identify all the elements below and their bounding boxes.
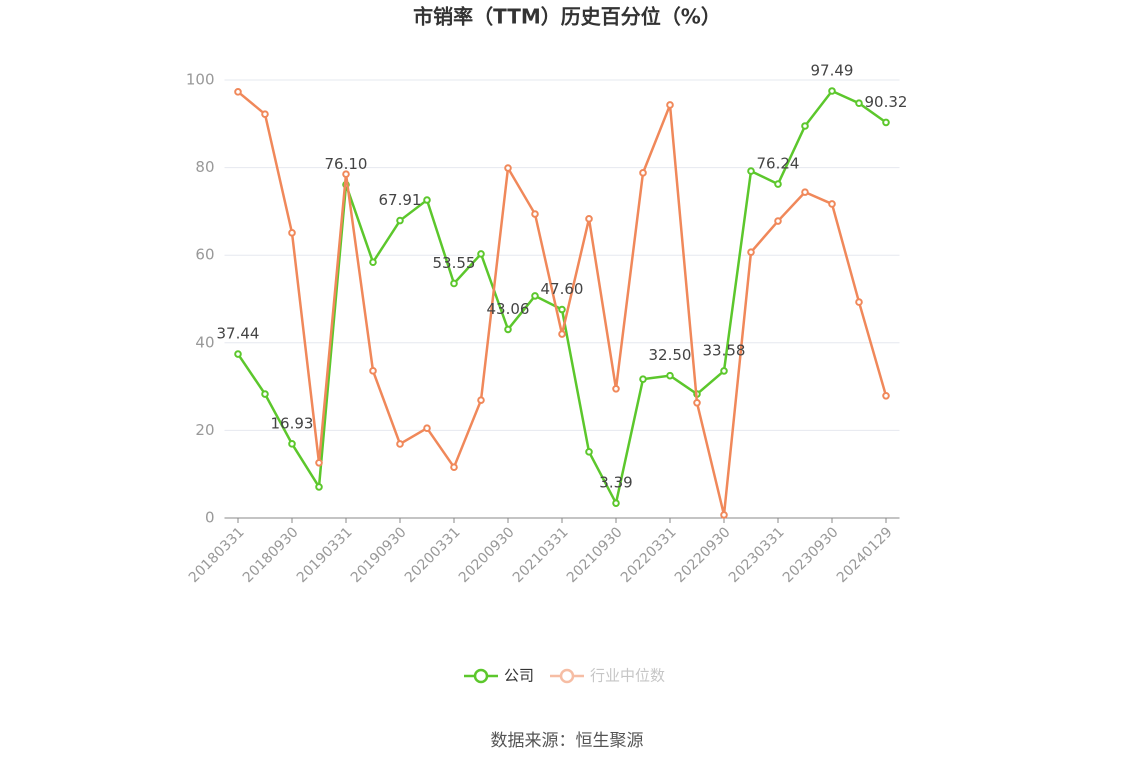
point: [801, 188, 809, 196]
point: [477, 250, 485, 258]
point: [585, 448, 593, 456]
point: [747, 248, 755, 256]
point: [477, 396, 485, 404]
point: [288, 440, 296, 448]
data-label: 90.32: [865, 93, 908, 111]
legend-item: 行业中位数: [550, 667, 665, 685]
point: [504, 164, 512, 172]
point: [369, 367, 377, 375]
point: [855, 99, 863, 108]
point: [423, 196, 431, 204]
point: [693, 399, 701, 407]
point: [504, 325, 512, 334]
x-tick-label: 20230930: [780, 524, 842, 586]
x-tick-label: 20210930: [564, 524, 626, 586]
data-label: 76.24: [757, 155, 800, 173]
x-tick-label: 20190331: [294, 524, 356, 586]
data-label: 76.10: [325, 155, 368, 173]
point: [801, 122, 809, 130]
point: [666, 371, 674, 380]
point: [531, 210, 539, 218]
point: [585, 215, 593, 223]
y-tick-label: 40: [195, 333, 214, 351]
data-label: 97.49: [811, 61, 854, 79]
data-label: 67.91: [379, 191, 422, 209]
legend-marker: [473, 668, 489, 684]
point: [396, 440, 404, 448]
point: [423, 424, 431, 433]
point: [639, 375, 647, 383]
x-tick-label: 20190930: [348, 524, 410, 586]
point: [666, 101, 674, 109]
x-tick-label: 20220331: [618, 524, 680, 586]
point: [558, 330, 566, 338]
point: [828, 87, 836, 95]
x-tick-label: 20180331: [186, 524, 248, 586]
point: [369, 258, 377, 267]
point: [774, 180, 782, 188]
data-label: 32.50: [649, 346, 692, 364]
point: [747, 167, 755, 175]
y-tick-label: 100: [186, 71, 215, 89]
point: [531, 292, 539, 300]
chart-title: 市销率（TTM）历史百分位（%）: [413, 5, 721, 29]
data-label: 3.39: [599, 474, 632, 492]
data-label: 53.55: [433, 254, 476, 272]
point: [612, 384, 620, 393]
data-label: 47.60: [541, 280, 584, 298]
point: [234, 350, 242, 358]
point: [450, 279, 458, 288]
point: [315, 459, 323, 467]
legend-label: 公司: [504, 667, 534, 685]
y-tick-label: 60: [195, 246, 214, 264]
point: [315, 483, 323, 491]
y-tick-label: 0: [205, 509, 215, 527]
data-label: 16.93: [271, 414, 314, 432]
point: [342, 170, 350, 178]
x-tick-label: 20240129: [834, 524, 896, 586]
x-tick-label: 20220930: [672, 524, 734, 586]
point: [261, 390, 269, 398]
data-label: 37.44: [217, 325, 260, 343]
x-tick-label: 20230331: [726, 524, 788, 586]
legend-item: 公司: [464, 667, 534, 685]
legend-label: 行业中位数: [590, 667, 665, 685]
point: [450, 463, 458, 471]
point: [882, 118, 890, 127]
point: [720, 367, 728, 375]
point: [855, 298, 863, 306]
point: [234, 88, 242, 96]
point: [720, 511, 728, 519]
data-label: 33.58: [703, 341, 746, 359]
point: [882, 391, 890, 400]
point: [639, 169, 647, 177]
point: [261, 110, 269, 118]
legend-marker: [559, 668, 575, 684]
point: [828, 200, 836, 208]
x-tick-label: 20200331: [402, 524, 464, 586]
point: [774, 217, 782, 225]
point: [396, 216, 404, 225]
point: [288, 229, 296, 237]
x-tick-label: 20210331: [510, 524, 572, 586]
data-label: 43.06: [487, 300, 530, 318]
y-tick-label: 80: [195, 158, 214, 176]
x-tick-label: 20200930: [456, 524, 518, 586]
point: [558, 305, 566, 314]
point: [612, 499, 620, 507]
source-note: 数据来源：恒生聚源: [491, 731, 644, 751]
y-tick-label: 20: [195, 421, 214, 439]
x-tick-label: 20180930: [240, 524, 302, 586]
